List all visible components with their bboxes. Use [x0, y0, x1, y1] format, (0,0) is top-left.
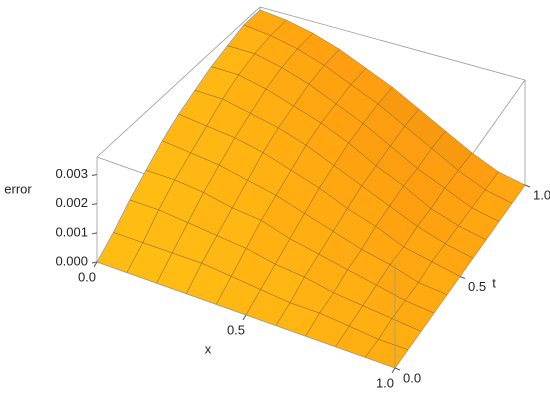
x-tick — [391, 367, 396, 374]
x-tick-label: 0.0 — [78, 269, 96, 284]
z-tick — [91, 174, 98, 176]
front-layer: 0.000 0.001 0.002 0.003 0.0 0.5 1.0 0.0 0.5 1.0 — [55, 166, 550, 391]
t-tick — [459, 276, 466, 279]
box-edge — [96, 6, 261, 158]
z-tick-label: 0.002 — [55, 195, 88, 210]
t-tick-label: 0.0 — [403, 370, 421, 385]
z-tick — [91, 203, 98, 206]
t-tick-label: 1.0 — [533, 187, 550, 202]
x-tick-label: 0.5 — [227, 322, 245, 337]
x-axis-label: x — [205, 341, 212, 356]
t-tick — [524, 184, 531, 188]
x-tick — [242, 314, 247, 321]
box-edge — [259, 6, 526, 81]
surface — [96, 9, 526, 369]
t-tick-label: 0.5 — [468, 279, 486, 294]
z-tick-label: 0.003 — [55, 166, 88, 181]
t-tick — [394, 367, 401, 371]
z-tick-label: 0.000 — [55, 253, 88, 268]
x-tick-label: 1.0 — [376, 375, 394, 390]
x-tick — [93, 261, 98, 268]
z-axis-label: error — [4, 181, 32, 196]
t-axis-label: t — [492, 275, 496, 290]
z-tick — [91, 261, 98, 264]
z-tick-label: 0.001 — [55, 224, 88, 239]
z-tick — [91, 232, 98, 235]
